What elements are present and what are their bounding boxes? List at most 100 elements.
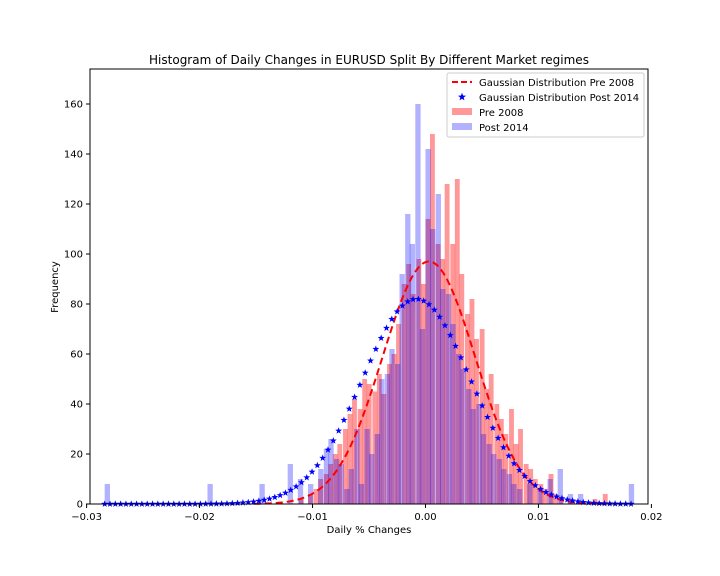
histogram-bar-post-2014 [328, 439, 334, 504]
legend-star-marker [458, 92, 466, 101]
histogram-bar-pre-2008 [479, 329, 485, 504]
histogram-bar-post-2014 [466, 389, 472, 504]
gaussian-post-2014-star-marker [308, 468, 316, 475]
gaussian-post-2014-star-marker [478, 402, 486, 409]
histogram-bar-post-2014 [287, 464, 293, 504]
histogram-bar-post-2014 [567, 494, 574, 504]
histogram-bar-pre-2008 [488, 374, 494, 504]
gaussian-post-2014-star-marker [388, 315, 396, 323]
gaussian-post-2014-star-marker [505, 452, 513, 459]
y-tick-label: 60 [70, 350, 83, 361]
gaussian-post-2014-star-marker [563, 496, 571, 503]
histogram-bar-pre-2008 [318, 479, 324, 504]
gaussian-post-2014-star-marker [409, 295, 417, 303]
gaussian-post-2014-star-marker [345, 405, 353, 412]
histogram-bar-post-2014 [358, 484, 365, 504]
gaussian-post-2014-star-marker [255, 497, 263, 504]
histogram-bar-pre-2008 [332, 454, 338, 504]
histogram-bar-pre-2008 [352, 399, 357, 504]
histogram-bar-post-2014 [425, 149, 431, 504]
gaussian-post-2014-star-marker [250, 498, 257, 505]
plot-frame [89, 68, 649, 505]
y-tick-label: 40 [70, 400, 83, 411]
gaussian-post-2014-star-marker [521, 472, 529, 479]
gaussian-post-2014-star-marker [441, 321, 449, 329]
histogram-bar-pre-2008 [425, 219, 431, 504]
y-tick-label: 160 [64, 100, 83, 111]
gaussian-post-2014-star-marker [531, 481, 539, 489]
gaussian-post-2014-star-marker [313, 461, 321, 469]
legend-label-pre-2008: Pre 2008 [479, 108, 524, 119]
gaussian-post-2014-star-marker [282, 489, 289, 496]
y-tick-label: 20 [70, 450, 83, 461]
gaussian-post-2014-star-marker [393, 308, 401, 315]
x-tick-label: −0.03 [71, 512, 102, 523]
gaussian-post-2014-star-marker [260, 496, 268, 503]
histogram-bar-pre-2008 [459, 274, 465, 504]
gaussian-post-2014-star-marker [244, 498, 252, 506]
histogram-bar-post-2014 [516, 489, 523, 504]
gaussian-post-2014-star-marker [228, 499, 236, 507]
gaussian-post-2014-star-marker [473, 390, 481, 397]
histogram-bar-post-2014 [455, 354, 462, 504]
legend-label-gaussian-post-2014: Gaussian Distribution Post 2014 [479, 93, 639, 104]
histogram-bar-post-2014 [628, 484, 635, 504]
histogram-bar-post-2014 [547, 479, 553, 504]
histogram-bar-post-2014 [394, 364, 401, 504]
histogram-bar-pre-2008 [538, 484, 544, 504]
gaussian-post-2014-star-marker [617, 500, 624, 507]
gaussian-post-2014-star-marker [494, 434, 502, 442]
histogram-bar-pre-2008 [440, 259, 446, 504]
histogram-bar-pre-2008 [474, 339, 479, 504]
gaussian-post-2014-star-marker [500, 443, 507, 451]
gaussian-post-2014-star-marker [292, 482, 300, 490]
histogram-bar-post-2014 [104, 484, 110, 504]
histogram-bar-pre-2008 [553, 494, 558, 504]
histogram-bar-pre-2008 [396, 324, 401, 504]
gaussian-post-2014-star-marker [558, 494, 566, 502]
gaussian-post-2014-star-marker [367, 357, 374, 364]
histogram-bar-post-2014 [207, 484, 213, 504]
gaussian-post-2014-star-marker [611, 500, 619, 507]
gaussian-post-2014-star-marker [303, 473, 311, 481]
histogram-bar-pre-2008 [513, 444, 519, 504]
histogram-bar-post-2014 [405, 214, 411, 504]
histogram-bar-pre-2008 [494, 404, 500, 504]
x-axis: −0.03 −0.02 −0.01 0.00 0.01 0.02 [71, 504, 663, 523]
gaussian-post-2014-star-marker [335, 427, 343, 434]
gaussian-post-2014-star-marker [595, 499, 603, 507]
gaussian-post-2014-star-marker [266, 495, 273, 502]
histogram-bar-post-2014 [338, 464, 344, 504]
gaussian-post-2014-star-marker [468, 378, 475, 385]
legend-star-icon [458, 92, 466, 101]
x-axis-title: Daily % Changes [327, 525, 412, 536]
histogram-bar-pre-2008 [366, 384, 372, 504]
gaussian-post-2014-star-marker [542, 488, 550, 496]
histogram-bar-post-2014 [354, 429, 360, 504]
y-axis-title: Frequency [50, 261, 61, 313]
histogram-bar-pre-2008 [343, 429, 348, 504]
gaussian-post-2014-star-marker [579, 498, 587, 506]
histogram-bar-pre-2008 [532, 479, 538, 504]
gaussian-post-2014-star-marker [452, 342, 460, 349]
histogram-bar-post-2014 [333, 459, 340, 504]
gaussian-pre-2008-line [253, 260, 607, 505]
gaussian-post-2014-star-marker [383, 324, 390, 331]
x-tick-label: −0.01 [297, 512, 328, 523]
legend-label-post-2014: Post 2014 [479, 123, 529, 134]
gaussian-post-2014-star-marker [276, 491, 284, 499]
histogram-bar-pre-2008 [328, 464, 334, 504]
histogram-bar-pre-2008 [450, 244, 456, 504]
histogram-bar-post-2014 [440, 289, 446, 504]
histogram-bar-pre-2008 [410, 294, 416, 504]
histogram-bar-pre-2008 [416, 259, 422, 504]
histogram-bar-post-2014 [460, 369, 466, 504]
histogram-bar-pre-2008 [420, 284, 426, 504]
histogram-bar-post-2014 [506, 474, 513, 504]
chart-title: Histogram of Daily Changes in EURUSD Spl… [149, 53, 589, 67]
histogram-bar-pre-2008 [298, 499, 304, 504]
legend-pre-2008-patch-icon [452, 108, 472, 115]
gaussian-post-2014-star-marker [547, 491, 555, 498]
histogram-bar-pre-2008 [387, 364, 392, 504]
